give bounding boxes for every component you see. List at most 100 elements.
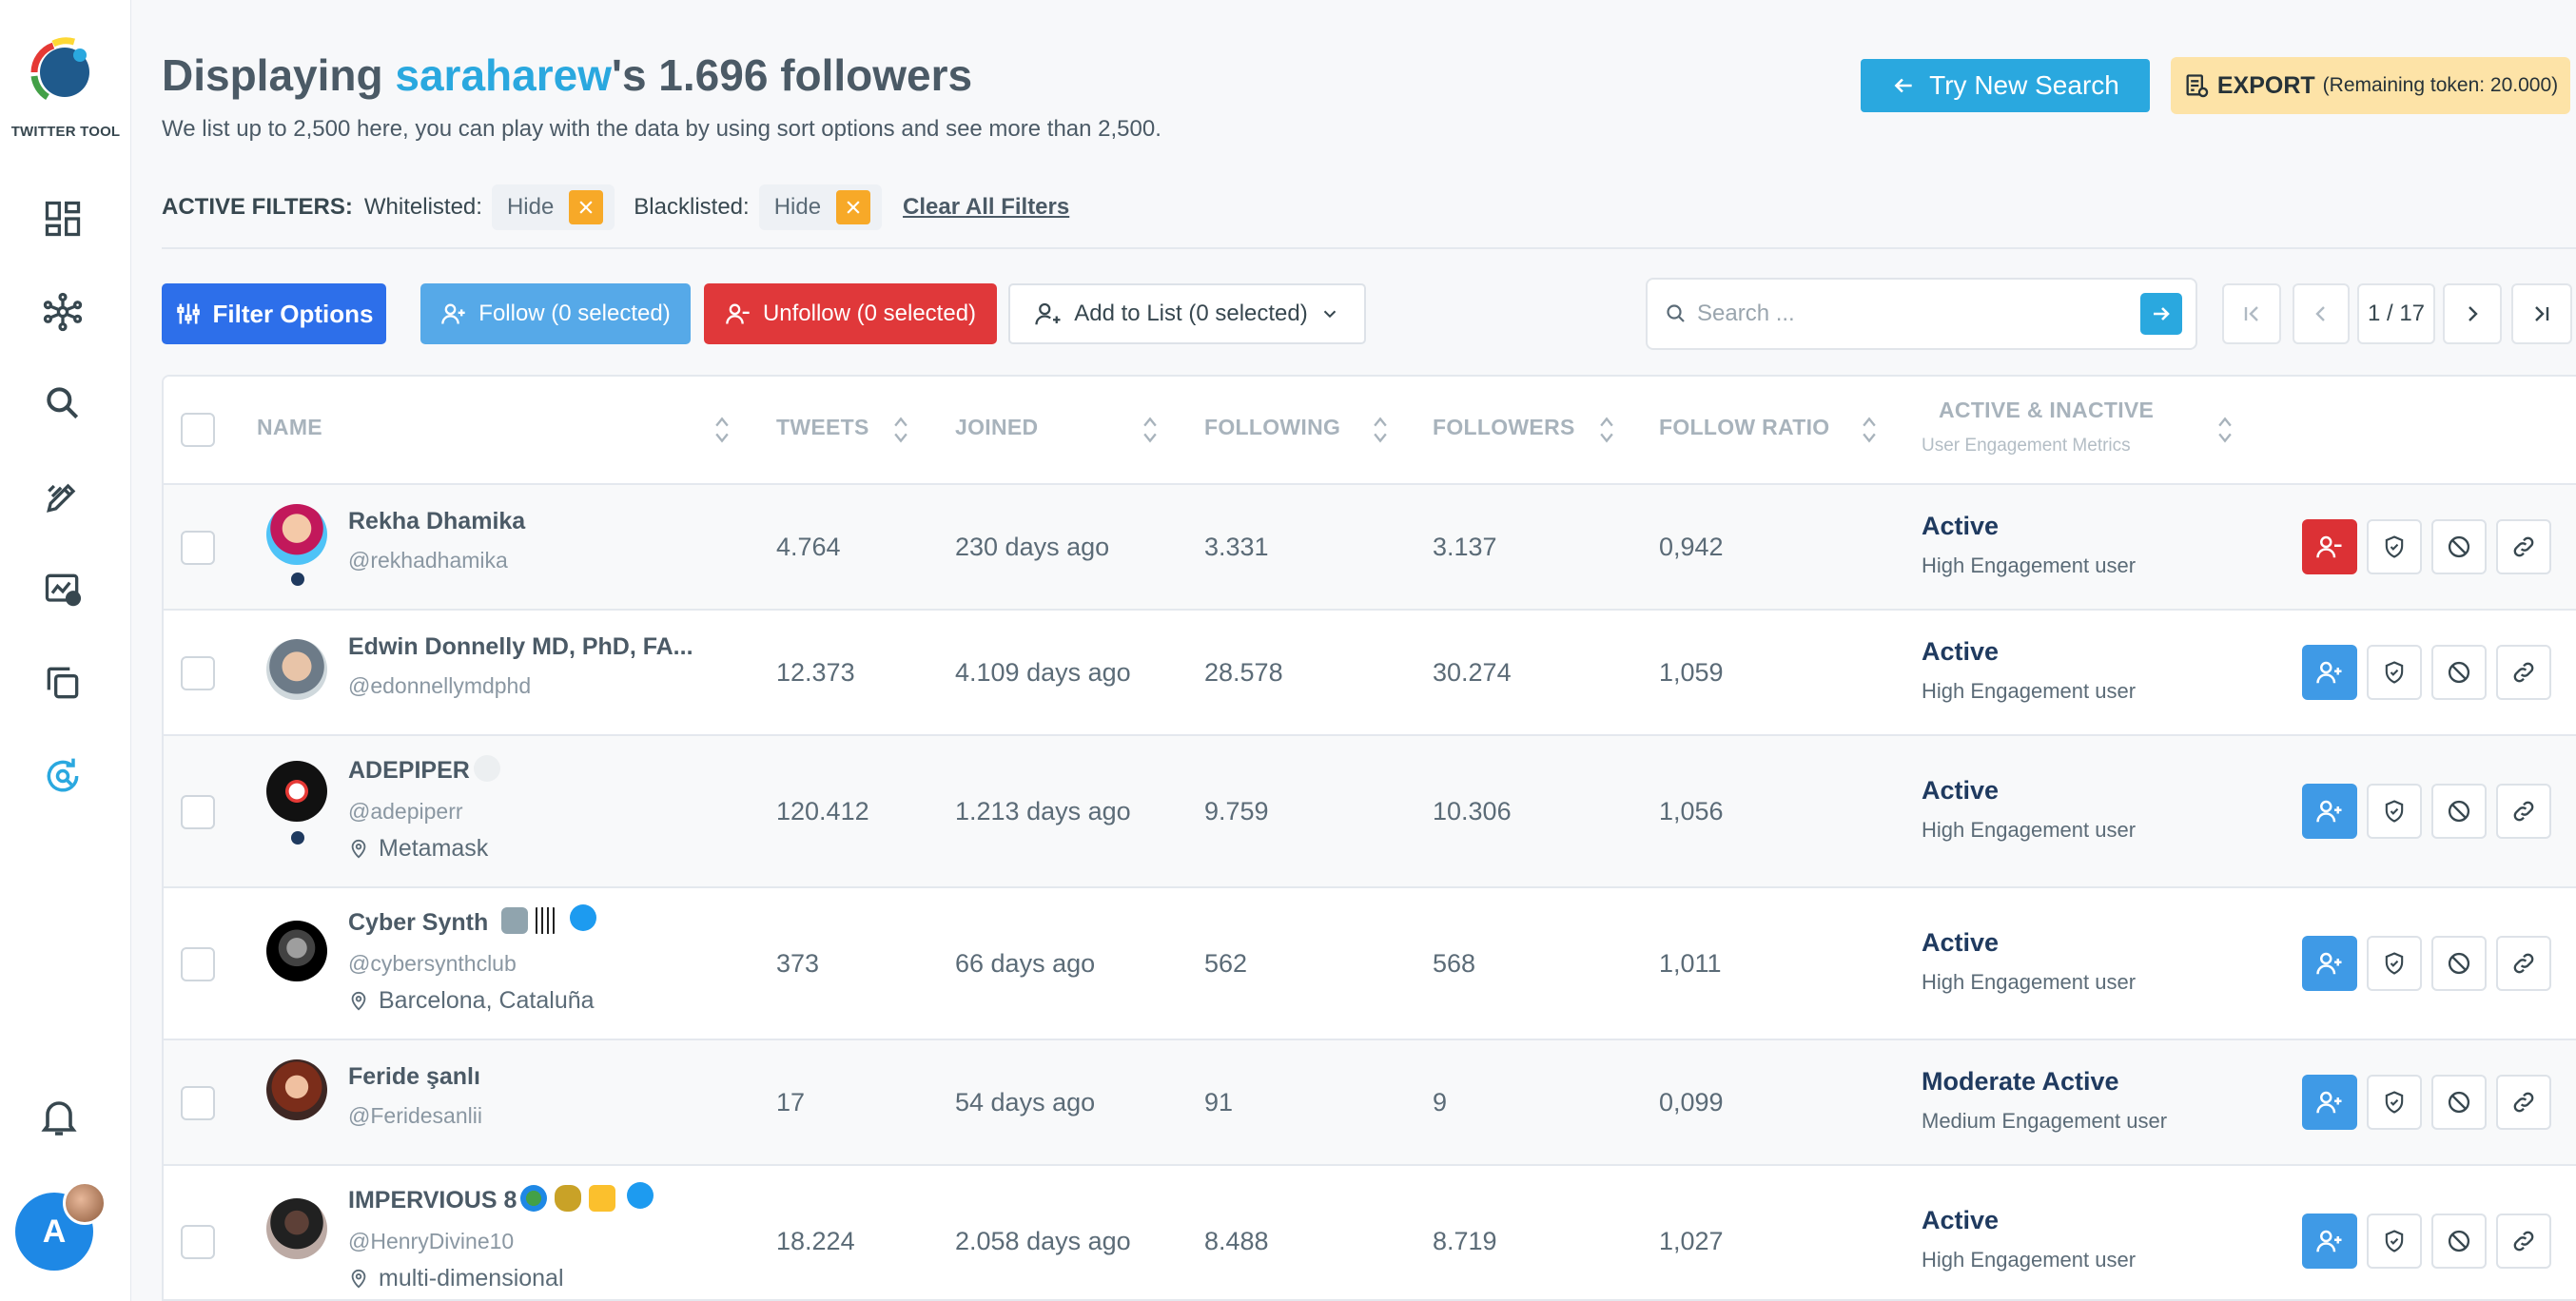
search-input[interactable] bbox=[1697, 301, 2140, 327]
unfollow-button[interactable] bbox=[2302, 519, 2357, 574]
row-name[interactable]: ADEPIPER bbox=[348, 755, 500, 785]
block-icon bbox=[2448, 1091, 2470, 1114]
row-name[interactable]: Rekha Dhamika bbox=[348, 508, 526, 534]
row-ratio: 1,059 bbox=[1659, 658, 1724, 687]
whitelist-button[interactable] bbox=[2367, 784, 2422, 839]
whitelist-button[interactable] bbox=[2367, 645, 2422, 700]
whitelist-button[interactable] bbox=[2367, 1214, 2422, 1269]
refresh-search-icon[interactable] bbox=[40, 753, 86, 799]
export-button[interactable]: EXPORT (Remaining token: 20.000) bbox=[2171, 57, 2570, 114]
remove-whitelisted-filter-button[interactable] bbox=[569, 190, 604, 224]
row-name[interactable]: Cyber Synth bbox=[348, 904, 597, 937]
blacklist-button[interactable] bbox=[2431, 784, 2487, 839]
unfollow-selected-button[interactable]: Unfollow (0 selected) bbox=[704, 283, 997, 344]
follow-button[interactable] bbox=[2302, 936, 2357, 991]
row-checkbox[interactable] bbox=[181, 531, 215, 565]
avatar[interactable] bbox=[266, 921, 327, 981]
avatar[interactable] bbox=[266, 1059, 327, 1120]
row-location: Metamask bbox=[348, 835, 488, 863]
sort-icon[interactable] bbox=[1861, 415, 1878, 445]
clear-all-filters-link[interactable]: Clear All Filters bbox=[903, 194, 1070, 220]
search-submit-button[interactable] bbox=[2140, 293, 2182, 335]
whitelist-button[interactable] bbox=[2367, 519, 2422, 574]
col-tweets[interactable]: TWEETS bbox=[776, 415, 869, 439]
profile-link-button[interactable] bbox=[2496, 519, 2551, 574]
sort-icon[interactable] bbox=[1372, 415, 1389, 445]
remove-blacklisted-filter-button[interactable] bbox=[836, 190, 871, 224]
col-follow-ratio[interactable]: FOLLOW RATIO bbox=[1659, 415, 1830, 439]
col-name[interactable]: NAME bbox=[257, 415, 322, 439]
blacklist-button[interactable] bbox=[2431, 1214, 2487, 1269]
user-avatar[interactable]: A bbox=[15, 1181, 110, 1288]
block-icon bbox=[2448, 535, 2470, 558]
filter-options-button[interactable]: Filter Options bbox=[162, 283, 386, 344]
network-icon[interactable] bbox=[40, 289, 86, 335]
sort-icon[interactable] bbox=[713, 415, 731, 445]
col-following[interactable]: FOLLOWING bbox=[1204, 415, 1341, 439]
prev-page-button[interactable] bbox=[2293, 283, 2350, 344]
copy-icon[interactable] bbox=[40, 660, 86, 706]
profile-link-button[interactable] bbox=[2496, 645, 2551, 700]
add-to-list-dropdown[interactable]: Add to List (0 selected) bbox=[1008, 283, 1366, 344]
close-icon bbox=[847, 201, 860, 214]
col-activity[interactable]: ACTIVE & INACTIVE bbox=[1939, 398, 2155, 422]
select-all-checkbox[interactable] bbox=[181, 413, 215, 447]
col-followers[interactable]: FOLLOWERS bbox=[1433, 415, 1575, 439]
edit-icon[interactable] bbox=[40, 474, 86, 519]
dashboard-icon[interactable] bbox=[40, 196, 86, 242]
row-joined: 4.109 days ago bbox=[955, 658, 1131, 687]
sort-icon[interactable] bbox=[892, 415, 909, 445]
link-icon bbox=[2513, 801, 2534, 822]
last-page-button[interactable] bbox=[2511, 283, 2572, 344]
follow-button[interactable] bbox=[2302, 1075, 2357, 1130]
first-page-button[interactable] bbox=[2222, 283, 2281, 344]
chevron-down-icon bbox=[1323, 310, 1336, 319]
row-handle: @Feridesanlii bbox=[348, 1103, 482, 1128]
blacklist-button[interactable] bbox=[2431, 1075, 2487, 1130]
follow-selected-label: Follow (0 selected) bbox=[478, 301, 671, 326]
profile-link-button[interactable] bbox=[2496, 1214, 2551, 1269]
follow-button[interactable] bbox=[2302, 645, 2357, 700]
add-to-list-label: Add to List (0 selected) bbox=[1074, 301, 1308, 326]
blacklist-button[interactable] bbox=[2431, 645, 2487, 700]
profile-link-button[interactable] bbox=[2496, 936, 2551, 991]
profile-link-button[interactable] bbox=[2496, 784, 2551, 839]
row-checkbox[interactable] bbox=[181, 1086, 215, 1120]
profile-link-button[interactable] bbox=[2496, 1075, 2551, 1130]
whitelist-button[interactable] bbox=[2367, 936, 2422, 991]
blacklist-button[interactable] bbox=[2431, 519, 2487, 574]
try-new-search-button[interactable]: Try New Search bbox=[1861, 59, 2150, 112]
sort-icon[interactable] bbox=[1598, 415, 1615, 445]
bell-icon[interactable] bbox=[36, 1094, 82, 1139]
arrow-right-icon bbox=[2154, 307, 2170, 320]
row-checkbox[interactable] bbox=[181, 795, 215, 829]
row-checkbox[interactable] bbox=[181, 656, 215, 690]
block-icon bbox=[2448, 661, 2470, 684]
title-prefix: Displaying bbox=[162, 50, 396, 100]
analytics-icon[interactable] bbox=[40, 567, 86, 612]
avatar[interactable] bbox=[266, 504, 327, 565]
avatar[interactable] bbox=[266, 1198, 327, 1259]
row-name[interactable]: Feride şanlı bbox=[348, 1063, 480, 1090]
row-name[interactable]: IMPERVIOUS 8 bbox=[348, 1182, 654, 1214]
search-icon[interactable] bbox=[40, 380, 86, 426]
sort-icon[interactable] bbox=[1142, 415, 1159, 445]
sort-icon[interactable] bbox=[2216, 415, 2234, 445]
app-logo[interactable] bbox=[25, 34, 99, 108]
blacklist-button[interactable] bbox=[2431, 936, 2487, 991]
row-name[interactable]: Edwin Donnelly MD, PhD, FA... bbox=[348, 633, 693, 660]
next-page-button[interactable] bbox=[2443, 283, 2502, 344]
close-icon bbox=[579, 201, 593, 214]
status-dot bbox=[291, 831, 304, 845]
follow-button[interactable] bbox=[2302, 1214, 2357, 1269]
title-username[interactable]: saraharew bbox=[395, 50, 612, 100]
row-checkbox[interactable] bbox=[181, 1225, 215, 1259]
row-checkbox[interactable] bbox=[181, 947, 215, 981]
follow-button[interactable] bbox=[2302, 784, 2357, 839]
follow-selected-button[interactable]: Follow (0 selected) bbox=[420, 283, 691, 344]
whitelist-button[interactable] bbox=[2367, 1075, 2422, 1130]
col-joined[interactable]: JOINED bbox=[955, 415, 1039, 439]
blacklisted-chip: Hide bbox=[758, 184, 883, 230]
avatar[interactable] bbox=[266, 761, 327, 822]
avatar[interactable] bbox=[266, 639, 327, 700]
